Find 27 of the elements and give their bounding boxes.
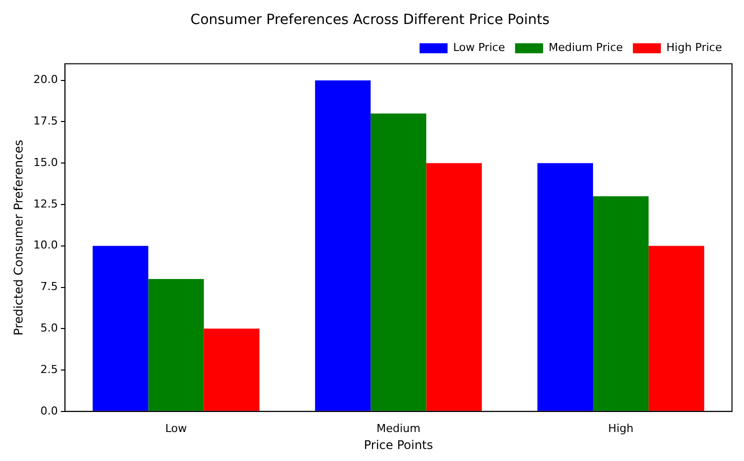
bar bbox=[148, 278, 204, 411]
y-tick-label: 0.0 bbox=[40, 404, 58, 418]
legend-label: Medium Price bbox=[548, 41, 624, 54]
bar bbox=[204, 328, 260, 411]
bar bbox=[648, 246, 704, 411]
y-tick-label: 2.5 bbox=[40, 362, 58, 376]
chart-title: Consumer Preferences Across Different Price Points bbox=[190, 12, 550, 28]
x-tick-label: Low bbox=[165, 422, 187, 435]
legend-label: Low Price bbox=[453, 41, 506, 54]
y-tick-label: 20.0 bbox=[33, 73, 58, 86]
bar bbox=[426, 163, 482, 411]
bar bbox=[537, 163, 594, 411]
bar bbox=[315, 80, 371, 411]
x-tick-label: Medium bbox=[376, 422, 420, 435]
x-axis-title: Price Points bbox=[364, 438, 434, 452]
bar bbox=[593, 196, 649, 411]
y-axis-title: Predicted Consumer Preferences bbox=[11, 140, 26, 336]
x-tick-label: High bbox=[608, 422, 634, 435]
y-tick-label: 10.0 bbox=[33, 238, 58, 252]
y-tick-label: 5.0 bbox=[40, 321, 58, 334]
legend-label: High Price bbox=[666, 41, 722, 54]
y-tick-label: 17.5 bbox=[33, 114, 58, 128]
bar bbox=[92, 246, 148, 411]
y-tick-label: 15.0 bbox=[33, 156, 58, 169]
bar bbox=[370, 113, 426, 411]
y-tick-label: 7.5 bbox=[40, 280, 58, 294]
y-tick-label: 12.5 bbox=[33, 197, 58, 210]
